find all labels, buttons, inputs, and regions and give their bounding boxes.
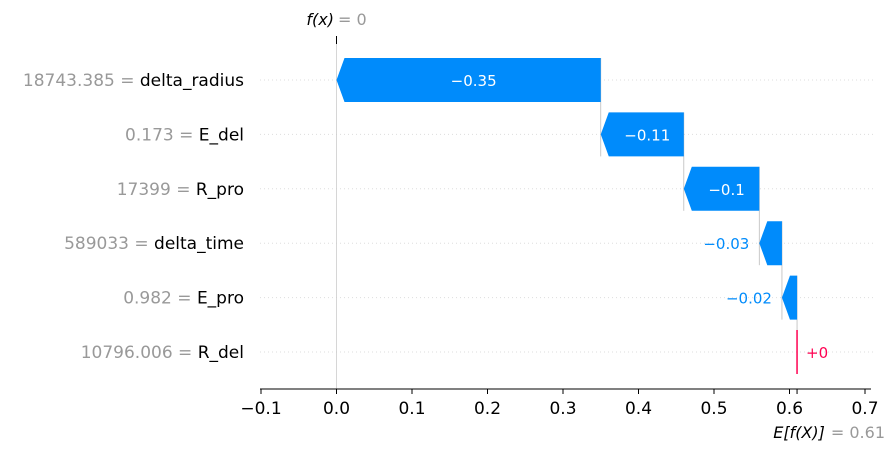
feature-labels: 18743.385 = delta_radius 0.173 = E_del 173… (23, 71, 244, 363)
bar-delta_radius (336, 58, 601, 102)
feature-value: 18743.385 = (23, 71, 140, 91)
x-tick-label: 0.4 (625, 399, 652, 419)
efx-label: E[f(X)] = 0.61 (773, 423, 885, 442)
feature-name: delta_time (154, 234, 244, 254)
feature-name: R_del (198, 343, 244, 363)
feature-label: 589033 = delta_time (64, 234, 244, 254)
x-tick-label: 0.2 (474, 399, 501, 419)
x-tick-label: 0.1 (398, 399, 425, 419)
x-tick-label: 0.0 (323, 399, 350, 419)
bar-value-label: +0 (806, 344, 828, 362)
x-tick-label: 0.3 (549, 399, 576, 419)
row-gridlines (260, 79, 875, 353)
x-axis: −0.1 0.0 0.1 0.2 0.3 0.4 0.5 0.6 0.7 (240, 388, 879, 419)
x-tick-label: −0.1 (240, 399, 281, 419)
feature-name: delta_radius (140, 71, 244, 91)
feature-label: 0.982 = E_pro (123, 289, 244, 309)
fx-label: f(x) = 0 (306, 10, 366, 29)
bar-delta_time (759, 221, 782, 266)
bar-value-label: −0.35 (451, 72, 497, 90)
bar-R_pro (683, 166, 760, 211)
feature-label: 17399 = R_pro (117, 180, 244, 200)
bar-value-label: −0.02 (726, 290, 772, 308)
feature-value: 10796.006 = (81, 343, 198, 363)
feature-name: R_pro (196, 180, 244, 200)
efx-value: = 0.61 (831, 423, 885, 442)
feature-name: E_pro (197, 289, 244, 309)
x-tick-label: 0.7 (851, 399, 878, 419)
feature-value: 0.982 = (123, 289, 197, 309)
contribution-bars: −0.35 −0.11 −0.1 −0.03 −0.02 +0 (336, 58, 828, 374)
feature-label: 0.173 = E_del (125, 125, 244, 145)
bar-value-label: −0.11 (624, 126, 670, 144)
feature-label: 18743.385 = delta_radius (23, 71, 244, 91)
feature-value: 0.173 = (125, 125, 199, 145)
feature-value: 17399 = (117, 180, 196, 200)
bar-E_pro (781, 275, 798, 320)
bar-value-label: −0.1 (708, 181, 744, 199)
x-tick-label: 0.6 (776, 399, 803, 419)
fx-value: = 0 (338, 10, 367, 29)
annotations: f(x) = 0 E[f(X)] = 0.61 (306, 10, 885, 442)
feature-label: 10796.006 = R_del (81, 343, 244, 363)
x-tick-label: 0.5 (700, 399, 727, 419)
feature-value: 589033 = (64, 234, 154, 254)
bar-value-label: −0.03 (703, 235, 749, 253)
feature-name: E_del (199, 125, 244, 145)
efx-name: E[f(X)] (773, 423, 825, 442)
bar-E_del (600, 112, 684, 157)
fx-name: f(x) (306, 10, 334, 29)
